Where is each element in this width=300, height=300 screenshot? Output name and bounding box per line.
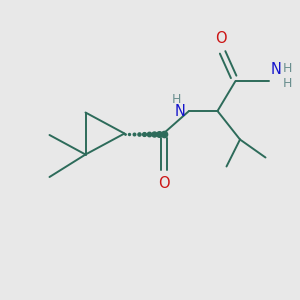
Text: H: H <box>282 77 292 90</box>
Text: N: N <box>271 62 282 77</box>
Text: N: N <box>175 103 185 118</box>
Text: H: H <box>282 62 292 75</box>
Text: H: H <box>172 93 181 106</box>
Text: O: O <box>158 176 169 191</box>
Text: O: O <box>215 31 226 46</box>
